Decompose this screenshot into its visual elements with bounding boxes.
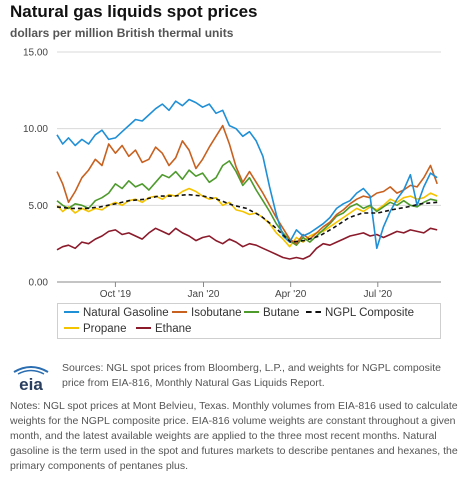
y-tick-label: 15.00 [23, 48, 48, 59]
series-line-ngpl-composite [56, 193, 438, 243]
x-tick-label: Jul '20 [364, 289, 393, 300]
legend-label: NGPL Composite [325, 307, 415, 319]
chart-legend: Natural Gasoline Isobutane Butane NGPL C… [57, 303, 441, 339]
legend-swatch [136, 326, 151, 329]
legend-swatch [64, 326, 79, 329]
x-tick-label: Apr '20 [275, 289, 307, 300]
y-tick-label: 5.00 [29, 201, 49, 212]
chart-subtitle: dollars per million British thermal unit… [10, 26, 234, 40]
legend-swatch [172, 310, 187, 313]
eia-logo: eia [13, 366, 49, 394]
legend-item-propane: Propane [64, 323, 126, 335]
series-line-butane [56, 160, 438, 246]
x-tick-label: Oct '19 [100, 289, 132, 300]
legend-item-isobutane: Isobutane [172, 307, 242, 319]
legend-swatch [64, 310, 79, 313]
legend-item-butane: Butane [244, 307, 299, 319]
line-chart: 0.00 5.00 10.00 15.00 Oct '19 Jan '20 Apr '20… [23, 48, 441, 300]
eia-logo-text: eia [19, 375, 43, 394]
series-line-ethane [56, 227, 438, 260]
x-axis: Oct '19 Jan '20 Apr '20 Jul '20 [100, 282, 393, 300]
legend-item-natural-gasoline: Natural Gasoline [64, 307, 169, 319]
series-lines [56, 98, 438, 260]
chart-title: Natural gas liquids spot prices [10, 2, 258, 21]
y-axis: 0.00 5.00 10.00 15.00 [23, 48, 48, 289]
legend-label: Isobutane [191, 307, 242, 319]
legend-label: Ethane [155, 323, 192, 335]
legend-label: Butane [263, 307, 300, 319]
x-tick-label: Jan '20 [188, 289, 220, 300]
legend-label: Propane [83, 323, 127, 335]
legend-item-ethane: Ethane [136, 323, 191, 335]
series-line-natural-gasoline [56, 98, 438, 250]
notes-text: Notes: NGL spot prices at Mont Belvieu, … [10, 400, 458, 472]
legend-swatch [306, 310, 321, 313]
sources-note: Sources: NGL spot prices from Bloomberg,… [62, 362, 441, 389]
y-tick-label: 10.00 [23, 124, 48, 135]
legend-label: Natural Gasoline [83, 307, 169, 319]
y-tick-label: 0.00 [29, 278, 49, 289]
legend-swatch [244, 310, 259, 313]
legend-item-ngpl-composite: NGPL Composite [306, 307, 414, 319]
gridlines [57, 51, 441, 283]
series-line-isobutane [56, 124, 438, 245]
